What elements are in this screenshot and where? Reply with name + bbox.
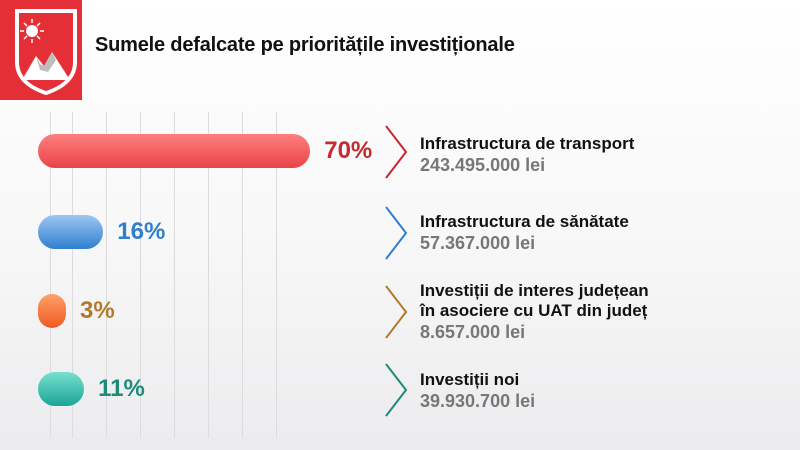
category-name: Infrastructura de transport: [420, 134, 635, 153]
category-label: Investiții de interes județean în asocie…: [420, 281, 790, 343]
category-name: Infrastructura de sănătate: [420, 212, 629, 231]
category-name: Investiții noi: [420, 370, 520, 389]
bar-value-label: 3%: [80, 297, 115, 324]
chevron-right-icon: [385, 125, 408, 179]
bar: [38, 134, 311, 168]
grid-line: [140, 112, 141, 438]
grid-line: [242, 112, 243, 438]
grid-line: [174, 112, 175, 438]
grid-line: [106, 112, 107, 438]
chevron-right-icon: [385, 363, 408, 417]
category-amount: 57.367.000 lei: [420, 233, 536, 253]
category-amount: 39.930.700 lei: [420, 391, 536, 411]
category-label: Infrastructura de transport 243.495.000 l…: [420, 134, 790, 176]
grid-line: [50, 112, 51, 438]
category-amount: 243.495.000 lei: [420, 155, 546, 175]
grid-line: [72, 112, 73, 438]
bar-value-label: 70%: [324, 137, 373, 164]
category-amount: 8.657.000 lei: [420, 322, 526, 342]
category-label: Investiții noi 39.930.700 lei: [420, 370, 790, 412]
page-title: Sumele defalcate pe prioritățile investi…: [95, 34, 515, 56]
chevron-right-icon: [385, 285, 408, 339]
grid-line: [208, 112, 209, 438]
county-crest-logo: [0, 0, 82, 100]
category-name: Investiții de interes județean în asocie…: [420, 281, 649, 320]
bar: [38, 294, 66, 328]
bar-value-label: 16%: [117, 218, 166, 245]
bar-value-label: 11%: [98, 375, 145, 402]
category-label: Infrastructura de sănătate 57.367.000 lei: [420, 212, 790, 254]
bar: [38, 372, 85, 406]
bar: [38, 215, 104, 249]
grid-line: [276, 112, 277, 438]
chevron-right-icon: [385, 206, 408, 260]
